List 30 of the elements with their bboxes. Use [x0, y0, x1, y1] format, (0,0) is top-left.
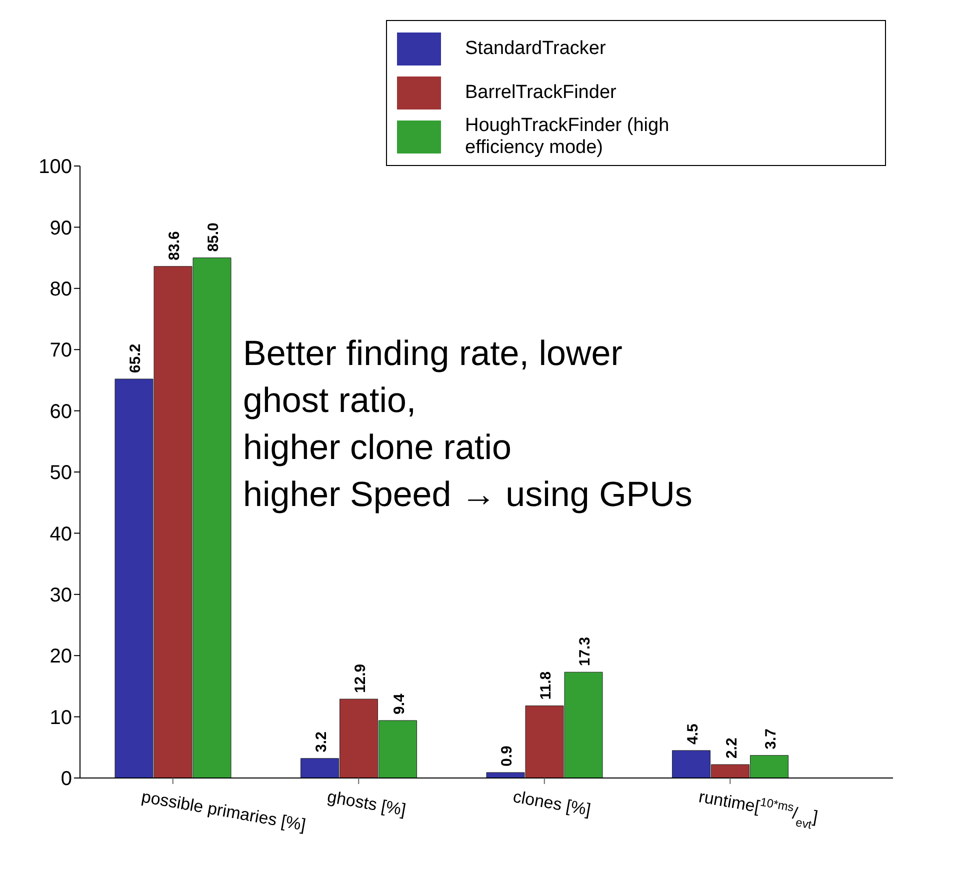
data-label: 12.9: [352, 664, 369, 694]
y-tick-label: 0: [60, 768, 72, 790]
data-label: 83.6: [166, 231, 183, 260]
data-label: 3.2: [312, 732, 330, 752]
y-tick-label: 80: [50, 278, 72, 300]
x-tick-label: clones [%]: [512, 787, 592, 820]
y-tick-label: 40: [50, 523, 72, 546]
y-tick-label: 20: [50, 646, 72, 668]
y-tick-label: 10: [50, 706, 72, 729]
legend-label: BarrelTrackFinder: [465, 82, 616, 104]
legend-label: HoughTrackFinder (high efficiency mode): [465, 115, 670, 159]
y-tick-label: 100: [38, 156, 72, 178]
data-label: 2.2: [723, 738, 740, 759]
data-label: 0.9: [498, 746, 516, 766]
y-tick-label: 90: [50, 217, 72, 240]
y-tick-label: 30: [50, 584, 72, 606]
annotation: Better finding rate, lower ghost ratio, higher clone ratio higher Speed → using GPUs: [243, 333, 692, 516]
y-tick-label: 50: [50, 462, 72, 484]
data-label: 11.8: [538, 671, 554, 700]
data-label: 85.0: [205, 222, 222, 252]
legend-label: StandardTracker: [465, 38, 606, 60]
x-tick-label: ghosts [%]: [326, 787, 408, 820]
data-label: 65.2: [127, 344, 144, 373]
y-tick-label: 70: [50, 340, 72, 362]
data-label: 4.5: [684, 724, 702, 744]
x-tick-label: possible primaries [%]: [140, 787, 308, 835]
data-label: 9.4: [390, 692, 408, 714]
data-label: 3.7: [762, 728, 780, 750]
y-tick-label: 60: [50, 400, 72, 423]
data-label: 17.3: [576, 636, 594, 666]
